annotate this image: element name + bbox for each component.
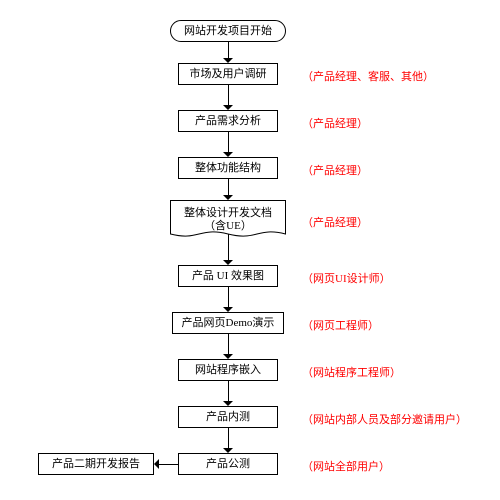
edge-arrowhead bbox=[223, 195, 233, 200]
edge-arrowhead bbox=[223, 307, 233, 312]
flow-node-n9: 产品公测 bbox=[178, 453, 278, 475]
edge-arrowhead bbox=[223, 58, 233, 63]
flowchart-canvas: 网站开发项目开始市场及用户调研 （产品经理、客服、其他） 产品需求分析 （产品经理） 整… bbox=[0, 0, 500, 500]
edge-line bbox=[228, 287, 229, 307]
edge-arrowhead bbox=[154, 459, 159, 469]
edge-line bbox=[228, 334, 229, 354]
edge-line bbox=[228, 42, 229, 58]
edge-arrowhead bbox=[223, 401, 233, 406]
edge-arrowhead bbox=[223, 448, 233, 453]
annotation-n3: （产品经理） bbox=[302, 162, 368, 178]
annotation-n5: （网页UI设计师） bbox=[302, 270, 391, 286]
annotation-n7: （网站程序工程师） bbox=[302, 364, 401, 380]
flow-node-s1: 产品二期开发报告 bbox=[38, 453, 154, 475]
edge-arrowhead bbox=[223, 260, 233, 265]
flow-node-n8: 产品内测 bbox=[178, 406, 278, 428]
annotation-n4: （产品经理） bbox=[302, 214, 368, 230]
flow-node-n3: 整体功能结构 bbox=[178, 157, 278, 179]
edge-line bbox=[228, 381, 229, 401]
edge-arrowhead bbox=[223, 152, 233, 157]
flow-node-n2: 产品需求分析 bbox=[178, 110, 278, 132]
edge-line bbox=[228, 428, 229, 448]
flow-node-n0: 网站开发项目开始 bbox=[170, 20, 286, 42]
edge-line bbox=[228, 85, 229, 105]
edge-arrowhead bbox=[223, 105, 233, 110]
flow-node-n7: 网站程序嵌入 bbox=[178, 359, 278, 381]
edge-line bbox=[159, 464, 178, 465]
flow-node-n1: 市场及用户调研 bbox=[178, 63, 278, 85]
annotation-n2: （产品经理） bbox=[302, 115, 368, 131]
flow-node-n6: 产品网页Demo演示 bbox=[172, 312, 284, 334]
edge-line bbox=[228, 132, 229, 152]
flow-node-n5: 产品 UI 效果图 bbox=[178, 265, 278, 287]
annotation-n9: （网站全部用户） bbox=[302, 458, 390, 474]
edge-line bbox=[228, 179, 229, 195]
annotation-n8: （网站内部人员及部分邀请用户） bbox=[302, 411, 467, 427]
annotation-n6: （网页工程师） bbox=[302, 317, 379, 333]
annotation-n1: （产品经理、客服、其他） bbox=[302, 68, 434, 84]
edge-arrowhead bbox=[223, 354, 233, 359]
edge-line bbox=[228, 234, 229, 260]
